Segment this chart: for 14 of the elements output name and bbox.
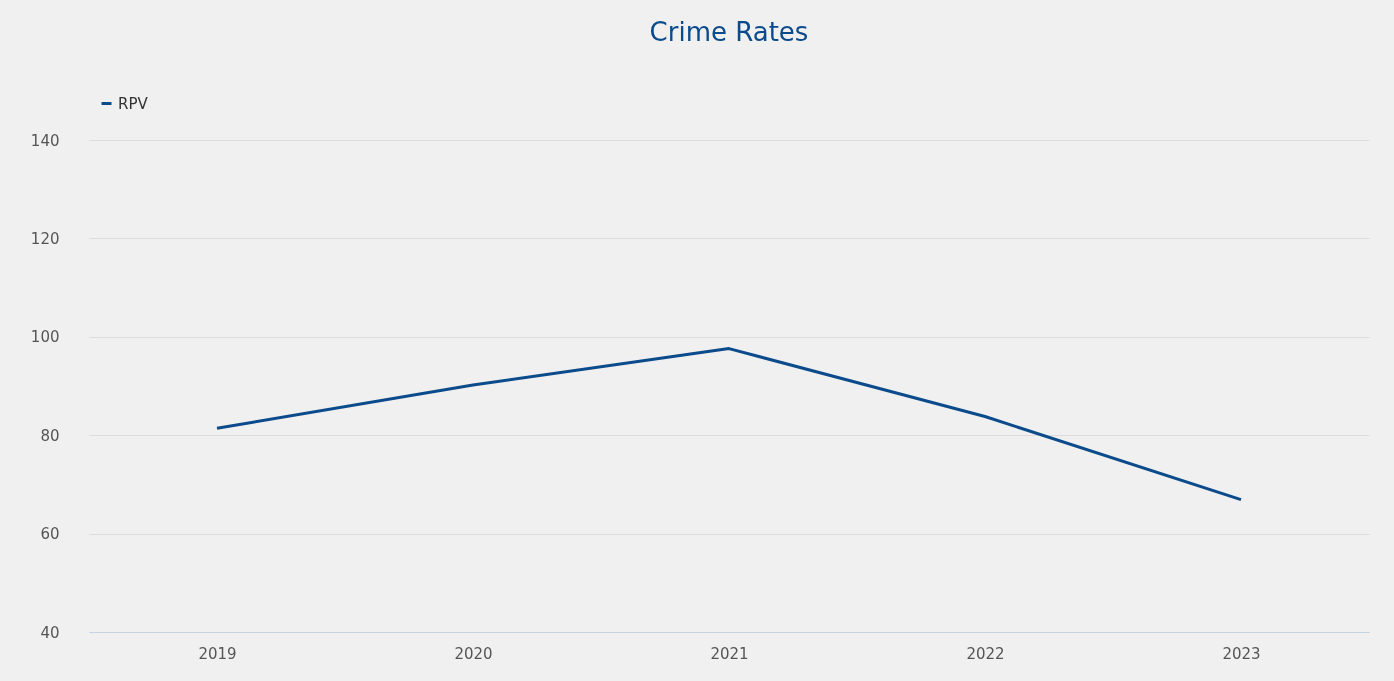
x-tick-label: 2021 xyxy=(710,644,749,663)
y-tick-label: 100 xyxy=(30,328,60,347)
x-tick-label: 2020 xyxy=(454,644,493,663)
y-tick-label: 40 xyxy=(40,623,60,642)
legend-label: RPV xyxy=(118,94,149,113)
y-tick-label: 120 xyxy=(30,229,60,248)
chart-title: Crime Rates xyxy=(649,17,809,47)
x-tick-label: 2022 xyxy=(966,644,1005,663)
x-tick-label: 2019 xyxy=(198,644,237,663)
y-tick-label: 80 xyxy=(40,426,60,445)
line-series xyxy=(215,347,1243,502)
y-tick-label: 60 xyxy=(40,525,60,544)
y-tick-label: 140 xyxy=(30,131,60,150)
x-tick-label: 2023 xyxy=(1222,644,1261,663)
